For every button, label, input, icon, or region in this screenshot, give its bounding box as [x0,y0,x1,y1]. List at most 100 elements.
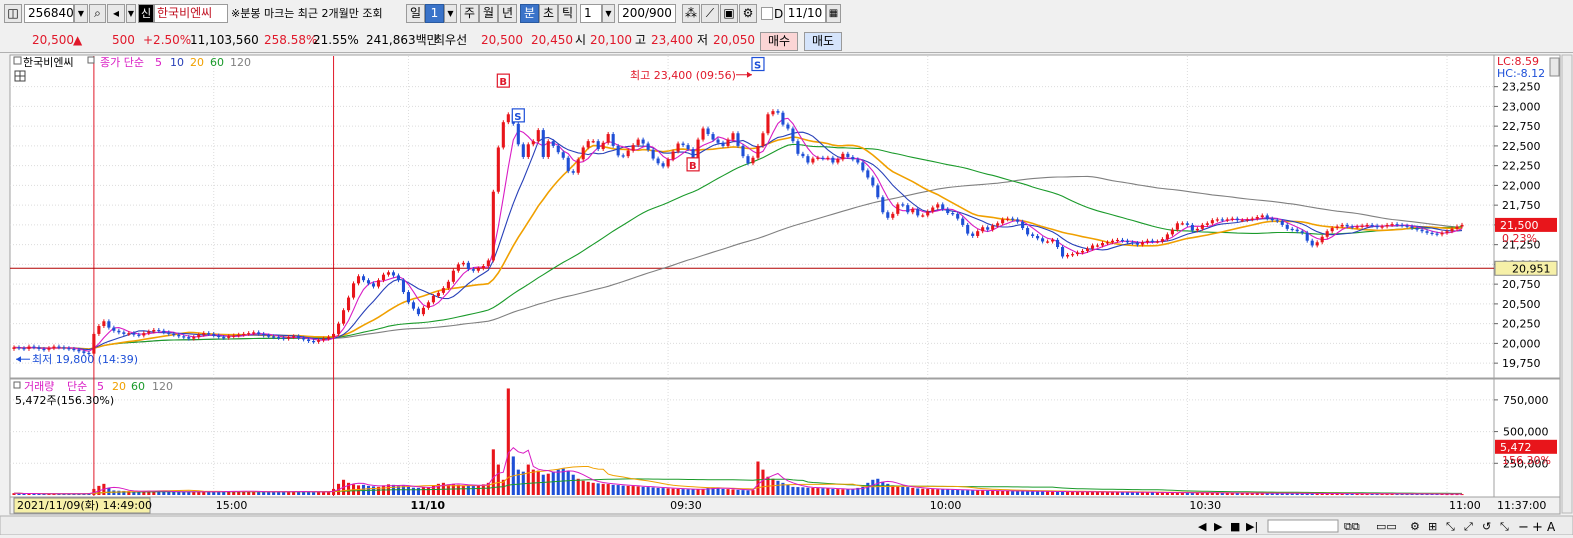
candle-body [1110,240,1115,243]
tab-week[interactable]: 주 [460,4,479,23]
day-dropdown-icon[interactable]: ▼ [444,4,457,23]
volume-bar [1360,493,1364,495]
candle-body [1130,242,1135,244]
refresh-icon[interactable]: ↺ [1482,520,1491,533]
box-icon[interactable]: ▭▭ [1376,520,1397,533]
volume-bar [222,491,226,495]
settings-icon[interactable]: ⚙ [1410,520,1420,533]
volume-bar [1350,493,1354,495]
volume-bar [1355,493,1359,495]
volume-bar [1145,492,1149,495]
candle-body [781,112,785,125]
scroll-next-icon[interactable]: ▶ [1214,520,1223,533]
candle-body [262,333,266,336]
cursor-time-label: 2021/11/09(화) 14:49:00 [17,499,152,512]
volume-bar [1031,491,1035,495]
volume-bar [1140,492,1144,495]
volume-bar [1001,490,1005,495]
line-tool-icon[interactable]: ⟋ [701,4,719,23]
stock-code-input[interactable]: 256840 [24,4,74,23]
volume-bar [1160,492,1164,495]
tab-month[interactable]: 월 [479,4,498,23]
window-menu-icon[interactable]: ◫ [4,4,22,23]
buy-button[interactable]: 매수 [760,32,798,51]
open-label: 시 [575,33,587,47]
tab-minute[interactable]: 분 [520,4,539,23]
cursor-time-box [13,497,151,514]
candle-body [601,142,605,150]
chart-type-icon[interactable]: ⁂ [682,4,700,23]
date-input[interactable]: 11/10 [784,4,826,23]
legend-ma120: 120 [230,56,251,69]
volume-bar [891,485,895,495]
save-icon[interactable]: ▣ [720,4,738,23]
candle-body [786,124,790,129]
tab-second[interactable]: 초 [539,4,558,23]
tab-day-count[interactable]: 1 [425,4,444,23]
stop-icon[interactable]: ■ [1230,520,1240,533]
right-scrollbar[interactable] [1561,54,1573,514]
volume-bar [192,491,196,495]
candle-body [696,139,700,165]
candle-body [1340,224,1344,227]
volume-bar [931,489,935,495]
font-size-icon[interactable]: A [1547,520,1556,534]
gear-icon[interactable]: ⚙ [739,4,757,23]
candle-body [876,185,880,198]
code-dropdown-icon[interactable]: ▼ [74,4,88,23]
chart-icon[interactable]: ⊞ [1428,520,1437,533]
stock-name[interactable]: 한국비엔씨 [154,4,228,23]
volume-bar [92,488,96,495]
layout-icon[interactable]: ⧉⧉ [1344,520,1360,533]
candle-body [896,204,900,214]
expand-icon[interactable]: ⤢ [1464,520,1473,533]
interval-dropdown-icon[interactable]: ▼ [602,4,615,23]
tab-tick[interactable]: 틱 [558,4,577,23]
candle-body [1460,224,1464,227]
volume-bar [801,487,805,495]
scroll-button[interactable] [1549,57,1560,77]
candle-body [646,143,650,150]
volume-bar [197,491,201,495]
volume-bar [556,469,560,495]
interval-input[interactable]: 1 [580,4,602,23]
volume-bar [112,490,116,495]
zoom-out-icon[interactable]: − [1518,520,1529,535]
zoom-slider[interactable] [1267,519,1339,533]
candle-body [167,332,171,334]
candle-body [1455,226,1459,229]
volume-bar [646,487,650,495]
draw-icon[interactable]: ⤡ [1446,520,1455,533]
price-tick-label: 22,500 [1502,140,1541,153]
search-icon[interactable]: ⌕ [89,4,106,23]
candle-body [746,156,750,164]
candle-body [641,139,645,144]
scroll-prev-icon[interactable]: ◀ [1198,520,1207,533]
volume-bar [721,488,725,495]
candle-body [282,337,286,340]
price-pane [9,54,1495,379]
zoom-in-icon[interactable]: + [1532,520,1543,535]
speaker-icon[interactable]: ◂ [107,4,125,23]
checkbox[interactable] [761,7,773,20]
chart-area[interactable]: 23,250 23,000 22,750 22,500 22,250 22,000 21,7… [0,53,1573,536]
collapse-icon[interactable]: ⤡ [1500,520,1509,533]
tab-day[interactable]: 일 [406,4,425,23]
volume-tick-label: 750,000 [1503,394,1549,407]
candle-body [926,211,930,216]
speaker-dropdown-icon[interactable]: ▼ [126,4,136,23]
volume-bar [297,491,301,495]
stock-chart[interactable]: 23,250 23,000 22,750 22,500 22,250 22,000 21,7… [0,53,1573,536]
tab-year[interactable]: 년 [498,4,517,23]
volume-bar [1016,491,1020,495]
sell-button[interactable]: 매도 [804,32,842,51]
candle-body [37,347,41,349]
candle-body [302,337,306,340]
scroll-end-icon[interactable]: ▶| [1246,520,1258,533]
candle-body [297,336,301,338]
calendar-icon[interactable]: ▦ [826,4,841,23]
volume-bar [761,469,765,495]
count-input[interactable]: 200/900 [618,4,676,23]
candle-body [531,141,535,145]
volume-bar [177,491,181,495]
